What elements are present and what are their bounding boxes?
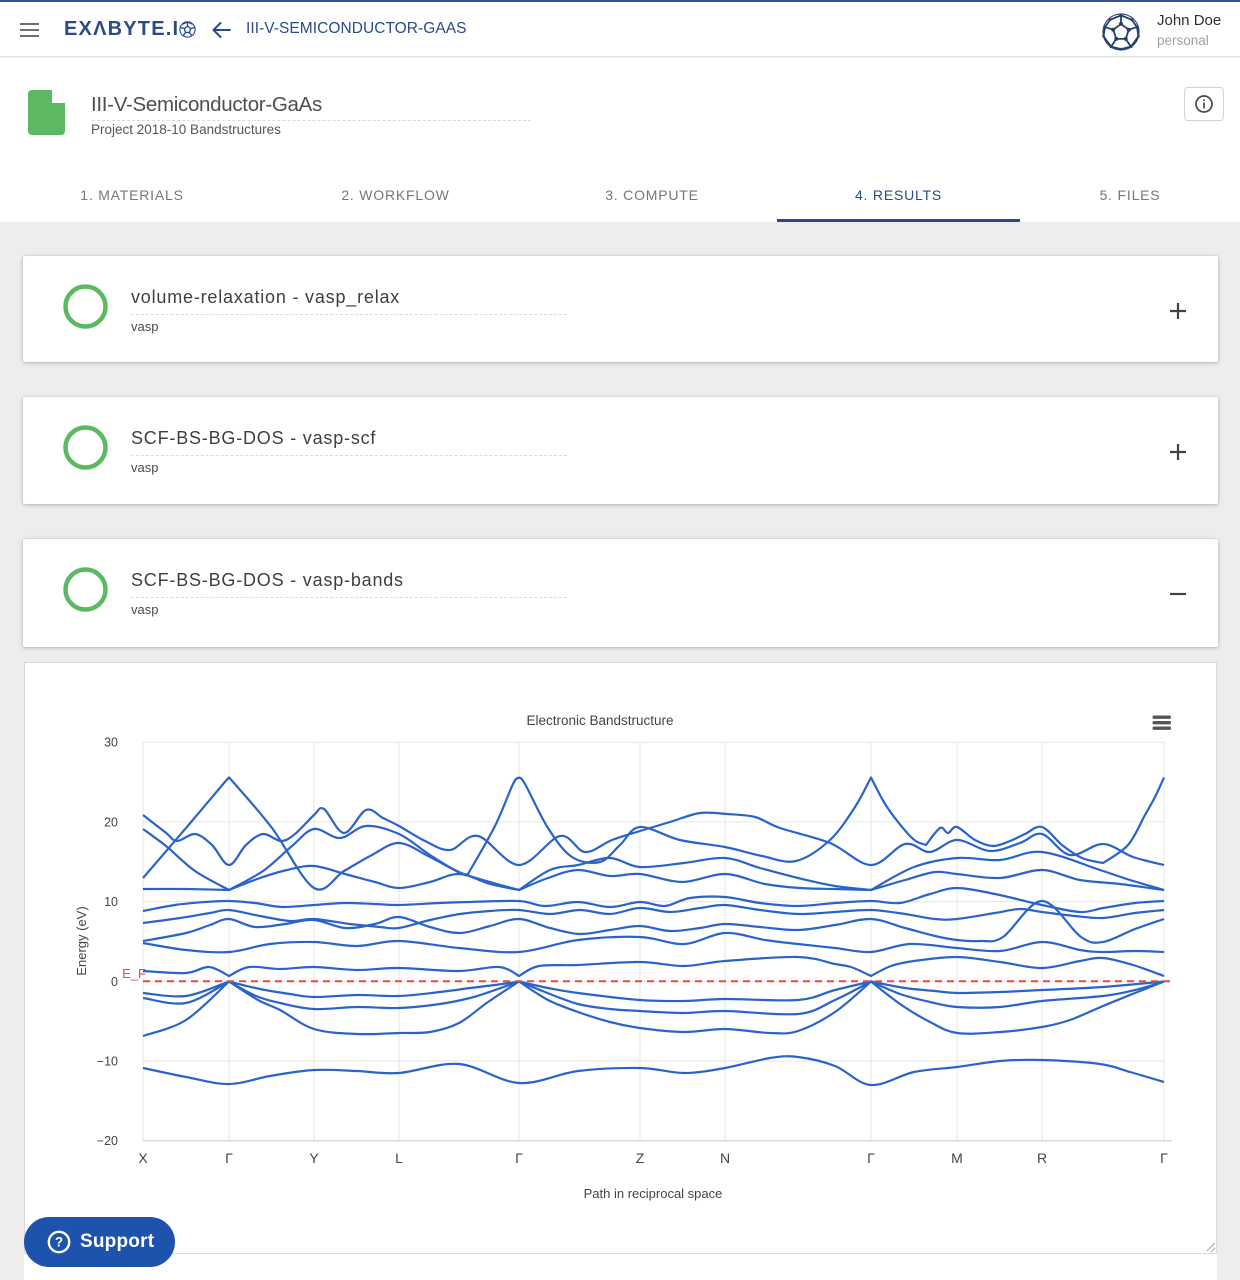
svg-text:X: X <box>138 1150 148 1166</box>
svg-text:Γ: Γ <box>1160 1150 1168 1166</box>
svg-text:R: R <box>1037 1150 1047 1166</box>
svg-text:?: ? <box>55 1235 63 1250</box>
svg-text:0: 0 <box>111 975 118 989</box>
svg-text:Electronic Bandstructure: Electronic Bandstructure <box>526 713 673 728</box>
svg-text:E_F: E_F <box>122 966 146 981</box>
svg-text:N: N <box>720 1150 730 1166</box>
svg-text:Y: Y <box>309 1150 319 1166</box>
svg-text:L: L <box>395 1150 403 1166</box>
svg-text:Path in reciprocal space: Path in reciprocal space <box>584 1186 723 1201</box>
svg-text:M: M <box>951 1150 963 1166</box>
svg-text:Γ: Γ <box>225 1150 233 1166</box>
svg-text:Z: Z <box>636 1150 645 1166</box>
svg-text:−20: −20 <box>97 1134 118 1148</box>
svg-text:Γ: Γ <box>515 1150 523 1166</box>
svg-text:Γ: Γ <box>867 1150 875 1166</box>
svg-text:−10: −10 <box>97 1055 118 1069</box>
svg-text:30: 30 <box>104 736 118 750</box>
svg-text:Energy (eV): Energy (eV) <box>74 906 89 975</box>
svg-text:10: 10 <box>104 895 118 909</box>
svg-text:20: 20 <box>104 815 118 829</box>
